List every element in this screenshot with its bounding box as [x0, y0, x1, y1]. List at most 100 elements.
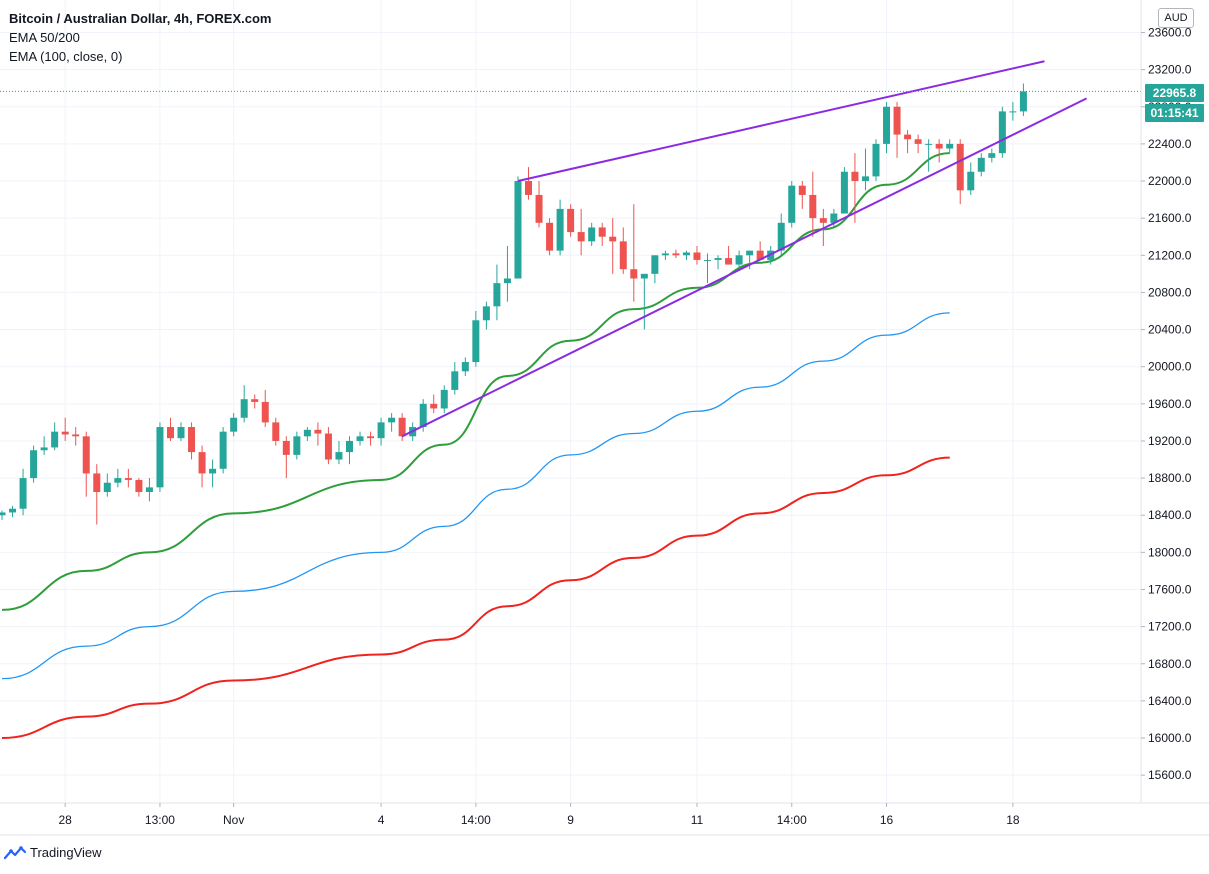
- price-tick-label: 16800.0: [1148, 657, 1192, 671]
- candle-body: [988, 153, 996, 158]
- candle-body: [440, 389, 448, 409]
- candle-body: [514, 181, 522, 279]
- ema-series-line: [1, 312, 950, 680]
- price-tick-label: 19200.0: [1148, 434, 1192, 448]
- candle-body: [124, 478, 132, 480]
- candle-body: [840, 171, 848, 214]
- symbol-title[interactable]: Bitcoin / Australian Dollar, 4h, FOREX.c…: [9, 11, 272, 26]
- candle-body: [630, 269, 638, 279]
- candle-body: [145, 487, 153, 493]
- candle-body: [282, 440, 290, 455]
- candle-body: [851, 171, 859, 182]
- time-tick-label: Nov: [223, 813, 244, 827]
- candle-body: [809, 194, 817, 219]
- candle-body: [103, 482, 111, 493]
- candle-body: [977, 157, 985, 172]
- time-tick-label: 4: [378, 813, 385, 827]
- candle-body: [209, 468, 217, 474]
- candle-body: [598, 227, 606, 237]
- candle-body: [314, 429, 322, 434]
- time-tick-label: 14:00: [777, 813, 807, 827]
- candle-body: [535, 194, 543, 223]
- footer-brand[interactable]: TradingView: [4, 845, 102, 860]
- candle-body: [303, 429, 311, 437]
- candle-body: [493, 283, 501, 307]
- candle-body: [619, 241, 627, 270]
- last-price-tag: 22965.8: [1145, 84, 1204, 102]
- candle-body: [482, 306, 490, 321]
- time-tick-label: 13:00: [145, 813, 175, 827]
- bar-countdown-tag: 01:15:41: [1145, 104, 1204, 122]
- time-tick-label: 28: [59, 813, 73, 827]
- candle-body: [819, 218, 827, 223]
- candle-body: [198, 452, 206, 474]
- candle-body: [377, 422, 385, 439]
- trendline-lower[interactable]: [401, 97, 1088, 438]
- price-tick-label: 22000.0: [1148, 174, 1192, 188]
- candle-body: [830, 213, 838, 223]
- candle-body: [430, 403, 438, 409]
- price-tick-label: 18000.0: [1148, 545, 1192, 559]
- candle-body: [40, 447, 48, 451]
- candle-body: [693, 252, 701, 260]
- candle-body: [272, 422, 280, 441]
- trendlines[interactable]: [401, 60, 1088, 438]
- price-tick-label: 19600.0: [1148, 397, 1192, 411]
- candle-body: [19, 478, 27, 509]
- candle-body: [356, 436, 364, 441]
- candlesticks: [0, 83, 1027, 525]
- candle-body: [61, 431, 69, 435]
- candle-body: [345, 440, 353, 453]
- candle-body: [704, 259, 712, 261]
- candle-body: [861, 176, 869, 182]
- time-axis[interactable]: 28 13:00 Nov 4 14:00 9 11 14:00 16 18: [59, 803, 1020, 827]
- candle-body: [0, 512, 6, 516]
- candle-body: [967, 171, 975, 191]
- candle-body: [567, 208, 575, 233]
- candle-body: [461, 362, 469, 372]
- time-tick-label: 9: [567, 813, 574, 827]
- candle-body: [419, 403, 427, 428]
- candle-body: [188, 427, 196, 453]
- candle-body: [946, 143, 954, 149]
- candle-body: [914, 139, 922, 144]
- candle-body: [1009, 111, 1017, 113]
- candle-body: [714, 258, 722, 260]
- candle-body: [672, 253, 680, 256]
- ema-series-line: [1, 456, 950, 740]
- price-tick-label: 18400.0: [1148, 508, 1192, 522]
- indicator-ema-50-200[interactable]: EMA 50/200: [9, 30, 80, 45]
- trendline-upper[interactable]: [517, 60, 1045, 182]
- candle-body: [451, 371, 459, 390]
- candle-body: [72, 434, 80, 437]
- candle-body: [166, 427, 174, 439]
- candle-body: [661, 253, 669, 256]
- candle-body: [893, 106, 901, 135]
- price-tick-label: 21200.0: [1148, 248, 1192, 262]
- price-tick-label: 16400.0: [1148, 694, 1192, 708]
- candle-body: [746, 250, 754, 256]
- time-tick-label: 14:00: [461, 813, 491, 827]
- candle-body: [367, 436, 375, 439]
- price-tick-label: 23600.0: [1148, 25, 1192, 39]
- indicator-ema-100[interactable]: EMA (100, close, 0): [9, 49, 123, 64]
- candle-body: [577, 232, 585, 242]
- candle-body: [788, 185, 796, 223]
- price-tick-label: 21600.0: [1148, 211, 1192, 225]
- candle-body: [324, 433, 332, 460]
- currency-unit-badge[interactable]: AUD: [1158, 8, 1194, 28]
- ema-series-line: [1, 152, 950, 611]
- candle-body: [872, 143, 880, 177]
- candle-body: [546, 222, 554, 251]
- candle-body: [398, 417, 406, 437]
- price-axis[interactable]: 23600.023200.022800.022400.022000.021600…: [1141, 25, 1192, 782]
- price-tick-label: 15600.0: [1148, 768, 1192, 782]
- brand-name: TradingView: [30, 845, 102, 860]
- price-tick-label: 22400.0: [1148, 137, 1192, 151]
- candle-body: [156, 427, 164, 488]
- candle-body: [904, 134, 912, 140]
- time-tick-label: 11: [691, 813, 704, 827]
- candle-body: [925, 143, 933, 145]
